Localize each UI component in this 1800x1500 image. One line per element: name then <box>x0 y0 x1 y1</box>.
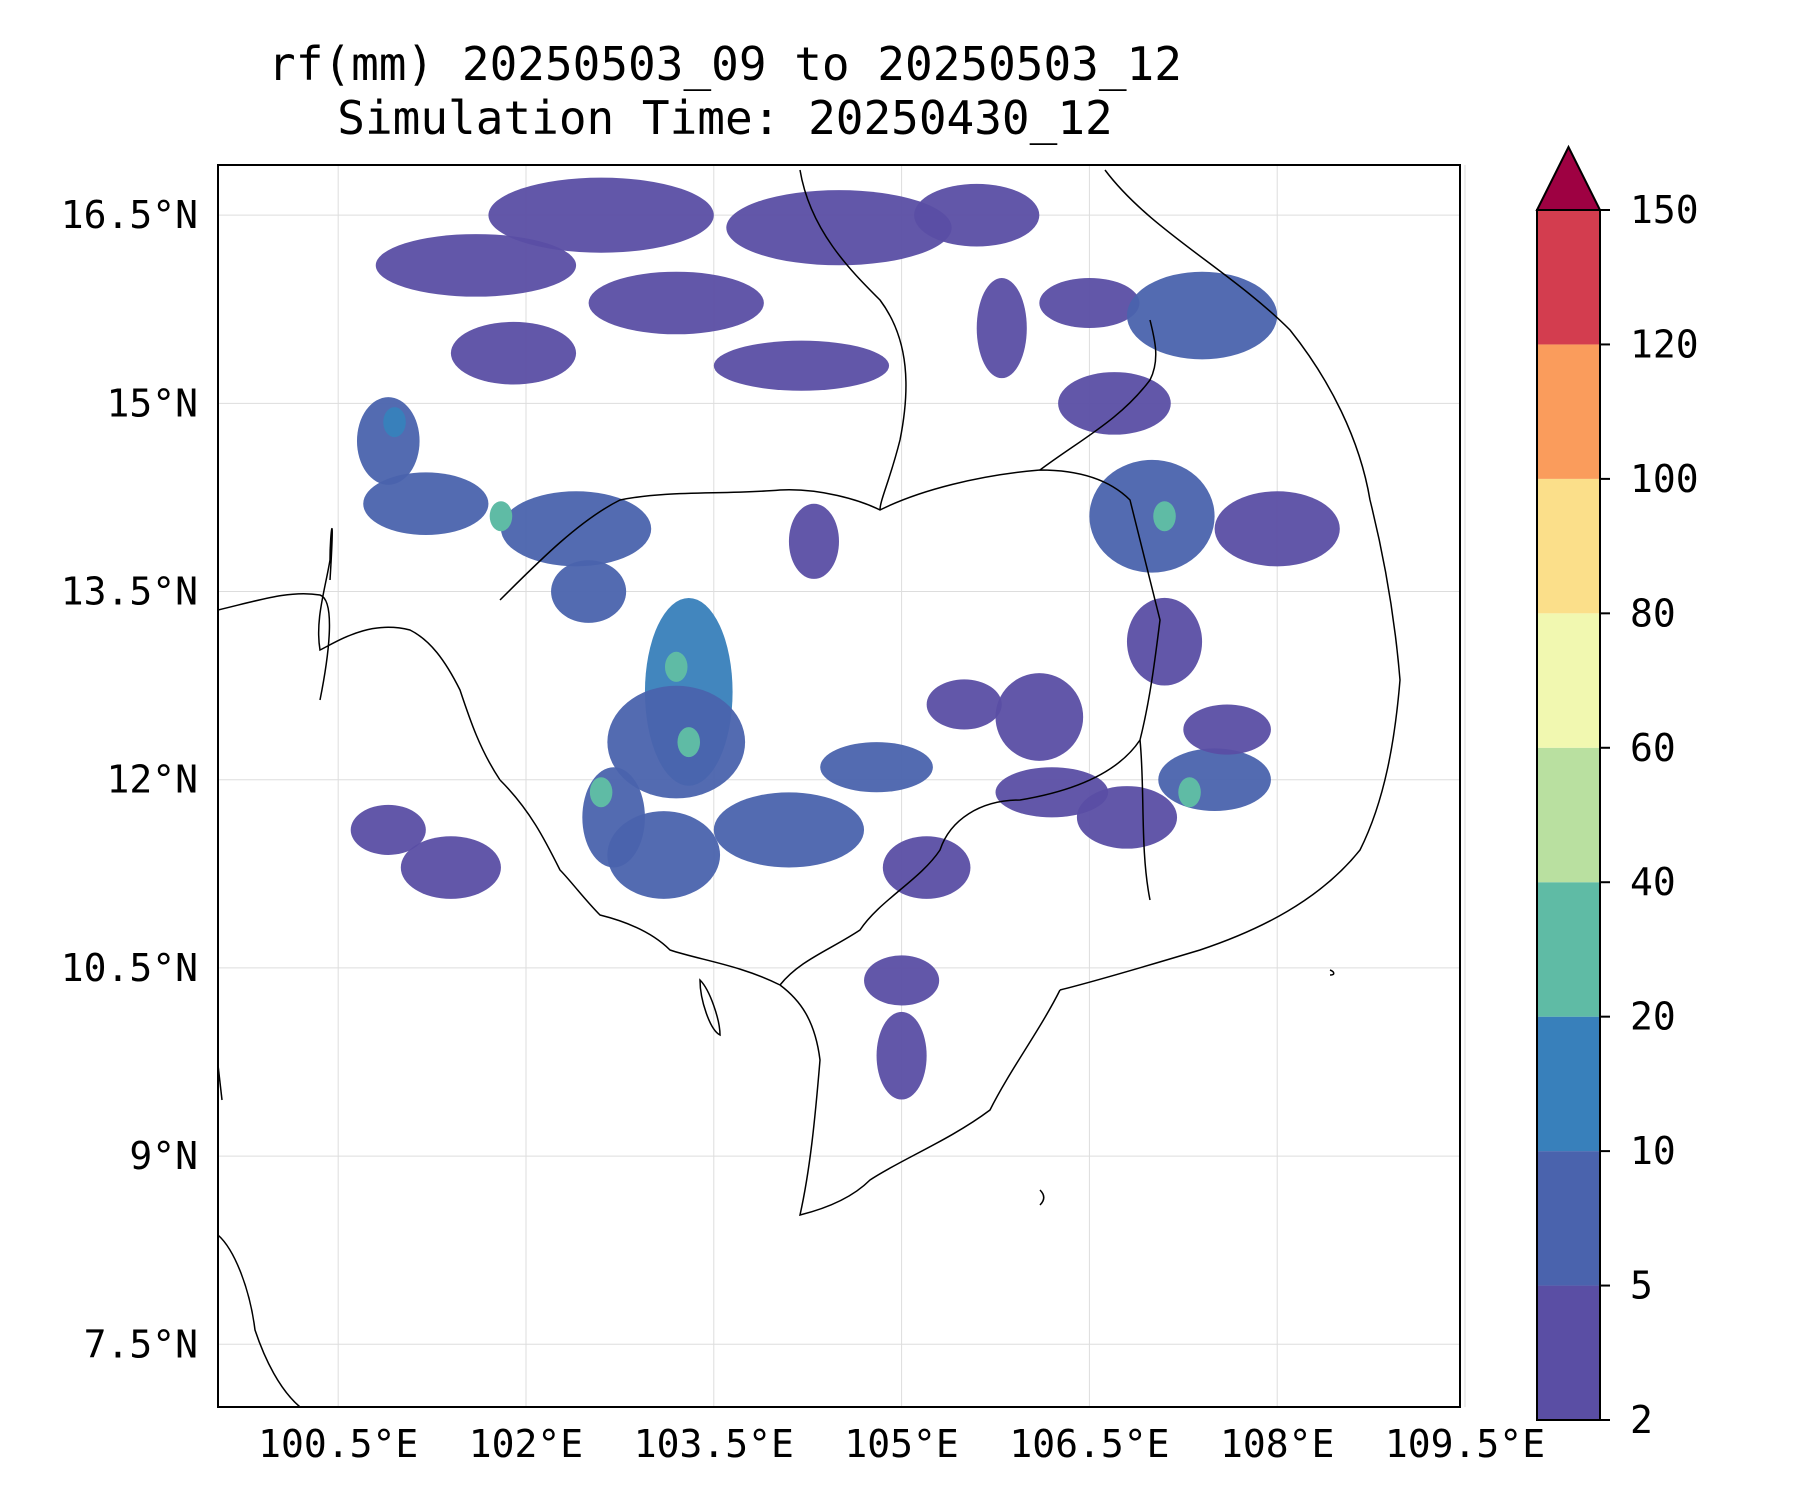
rain-peak <box>489 501 513 532</box>
lat-tick-label: 10.5°N <box>61 946 198 990</box>
colorbar-frame <box>1536 209 1601 1421</box>
lon-tick-label: 102°E <box>469 1422 583 1466</box>
rain-peak <box>1178 777 1201 808</box>
rain-peak <box>589 777 613 808</box>
rain-patch <box>488 177 714 253</box>
colorbar-segment <box>1537 344 1600 479</box>
lat-tick-label: 13.5°N <box>61 570 198 614</box>
rain-patch <box>1126 271 1278 360</box>
rain-patch <box>350 804 426 855</box>
colorbar-tick-label: 5 <box>1630 1264 1653 1308</box>
rain-patch <box>588 271 764 335</box>
rain-patch <box>400 836 501 899</box>
colorbar-segment <box>1537 747 1600 883</box>
rain-patch <box>1089 459 1215 573</box>
rain-patch <box>995 673 1084 761</box>
colorbar-extend-arrow <box>1535 144 1602 211</box>
lon-tick-label: 108°E <box>1220 1422 1334 1466</box>
lon-tick-label: 105°E <box>844 1422 958 1466</box>
map-title: rf(mm) 20250503_09 to 20250503_12 <box>268 37 1182 91</box>
colorbar-segment <box>1537 882 1600 1017</box>
rain-peak <box>1153 501 1176 532</box>
rain-patch <box>450 321 577 385</box>
rain-patch <box>876 1011 927 1100</box>
rain-patch <box>995 767 1109 818</box>
rain-patch <box>713 340 890 391</box>
rain-patch <box>1039 277 1140 329</box>
colorbar-segment <box>1537 210 1600 345</box>
rain-patch <box>864 955 940 1006</box>
rain-patch <box>363 472 489 536</box>
rain-patch <box>820 742 933 793</box>
colorbar-tick-label: 60 <box>1630 726 1676 770</box>
rain-patch <box>1076 786 1178 849</box>
colorbar-tick-label: 10 <box>1630 1129 1676 1173</box>
rain-peak <box>664 651 688 682</box>
rain-patch <box>1214 491 1340 567</box>
colorbar: 2 5 10 20 40 60 80 100 120 150 <box>1535 144 1699 1442</box>
lat-tick-label: 15°N <box>106 381 198 425</box>
colorbar-segment <box>1537 1016 1600 1152</box>
rain-patch <box>1058 372 1171 435</box>
rain-patch <box>551 560 627 623</box>
rain-peak <box>383 407 406 438</box>
rain-patch <box>375 234 577 297</box>
colorbar-segment <box>1537 1151 1600 1286</box>
lat-tick-label: 9°N <box>129 1134 198 1178</box>
colorbar-segment <box>1537 613 1600 748</box>
rain-patch <box>713 792 865 868</box>
colorbar-tick-label: 120 <box>1630 322 1699 366</box>
lat-tick-label: 12°N <box>106 758 198 802</box>
rain-patch <box>914 183 1040 247</box>
colorbar-tick-label: 40 <box>1630 860 1676 904</box>
longitude-ticks: 100.5°E 102°E 103.5°E 105°E 106.5°E 108°E 109.… <box>258 1422 1545 1466</box>
rain-patch <box>607 685 746 799</box>
lat-tick-label: 16.5°N <box>61 193 198 237</box>
map-frame <box>217 164 1461 1408</box>
colorbar-tick-label: 80 <box>1630 591 1676 635</box>
rain-patch <box>926 679 1002 730</box>
lon-tick-label: 109.5°E <box>1385 1422 1545 1466</box>
lon-tick-label: 106.5°E <box>1009 1422 1169 1466</box>
map-subtitle: Simulation Time: 20250430_12 <box>337 91 1113 145</box>
rain-patch <box>976 278 1027 379</box>
colorbar-segment <box>1537 1285 1600 1420</box>
latitude-ticks: 16.5°N 15°N 13.5°N 12°N 10.5°N 9°N 7.5°N <box>61 193 198 1366</box>
lon-tick-label: 103.5°E <box>634 1422 794 1466</box>
lat-tick-label: 7.5°N <box>84 1322 198 1366</box>
rain-patch <box>1183 704 1271 755</box>
coastlines-borders <box>218 169 1401 1407</box>
rain-patch <box>1158 748 1271 812</box>
rain-patch <box>726 190 952 266</box>
rain-patch <box>788 503 839 579</box>
rain-peak <box>677 727 701 758</box>
colorbar-tick-label: 100 <box>1630 457 1699 501</box>
colorbar-tick-label: 150 <box>1630 188 1699 232</box>
lon-tick-label: 100.5°E <box>258 1422 418 1466</box>
rain-patch <box>1126 597 1203 686</box>
rain-patch <box>607 811 721 899</box>
colorbar-segment <box>1537 478 1600 614</box>
colorbar-tick-label: 2 <box>1630 1398 1653 1442</box>
rain-patch <box>882 836 971 899</box>
colorbar-tick-label: 20 <box>1630 995 1676 1039</box>
rainfall-field <box>350 177 1340 1100</box>
